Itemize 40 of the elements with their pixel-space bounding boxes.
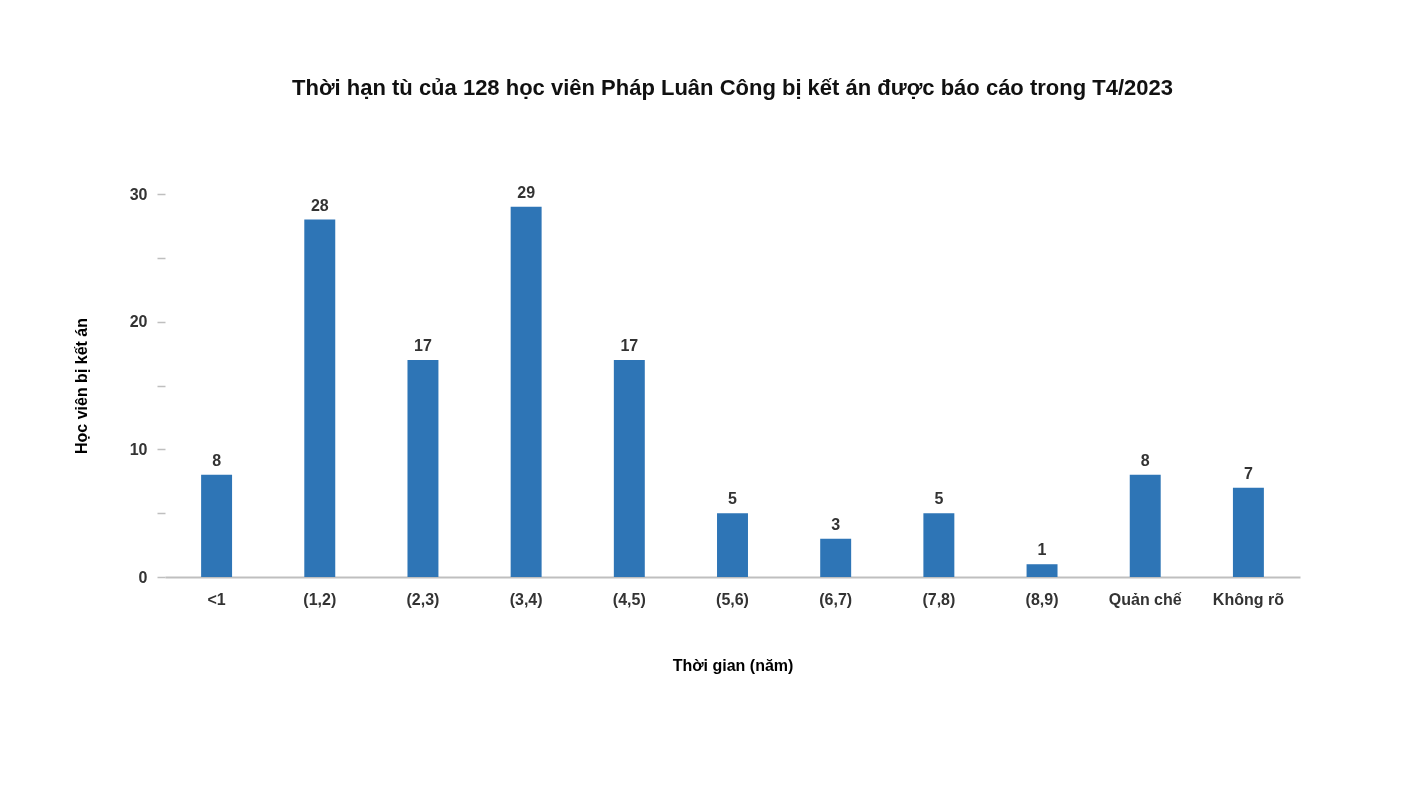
bar [613,359,645,577]
bar [717,513,748,577]
data-label: 5 [728,490,738,508]
bar [510,206,542,577]
x-tick-label: Quản chế [1108,590,1182,608]
x-tick-label: <1 [207,590,226,608]
bar [923,513,955,577]
y-tick-label: 30 [129,185,148,203]
x-tick-label: (8,9) [1025,590,1059,608]
data-label: 28 [310,196,329,214]
x-tick-label: (1,2) [303,590,337,608]
y-tick-label: 0 [138,568,148,586]
x-tick-label: (5,6) [716,590,749,608]
bar [820,538,852,577]
bar [1026,564,1058,577]
x-tick-label: (3,4) [509,590,543,608]
y-tick-label: 10 [129,440,148,458]
data-label: 17 [414,336,432,354]
x-axis-title: Thời gian (năm) [672,656,794,674]
y-axis-title: Học viên bị kết án [72,317,90,455]
data-label: 8 [1140,451,1150,469]
data-label: 17 [620,336,639,354]
y-tick-label: 20 [129,313,148,331]
data-label: 5 [934,490,944,508]
data-label: 1 [1037,541,1047,559]
bar [1129,474,1161,577]
bar [304,219,336,577]
x-tick-label: (6,7) [819,590,853,608]
data-label: 3 [831,515,841,533]
x-tick-label: Không rõ [1212,590,1285,608]
data-label: 29 [517,183,536,201]
x-tick-label: (2,3) [406,590,440,608]
bar [407,359,439,577]
data-label: 7 [1243,464,1253,482]
x-tick-label: (4,5) [612,590,646,608]
bar [201,474,233,577]
x-tick-label: (7,8) [922,590,956,608]
bar [1232,487,1264,577]
data-label: 8 [212,451,222,469]
chart-title: Thời hạn tù của 128 học viên Pháp Luân Công bị kết án được báo cáo trong T4/2023 [292,74,1173,100]
